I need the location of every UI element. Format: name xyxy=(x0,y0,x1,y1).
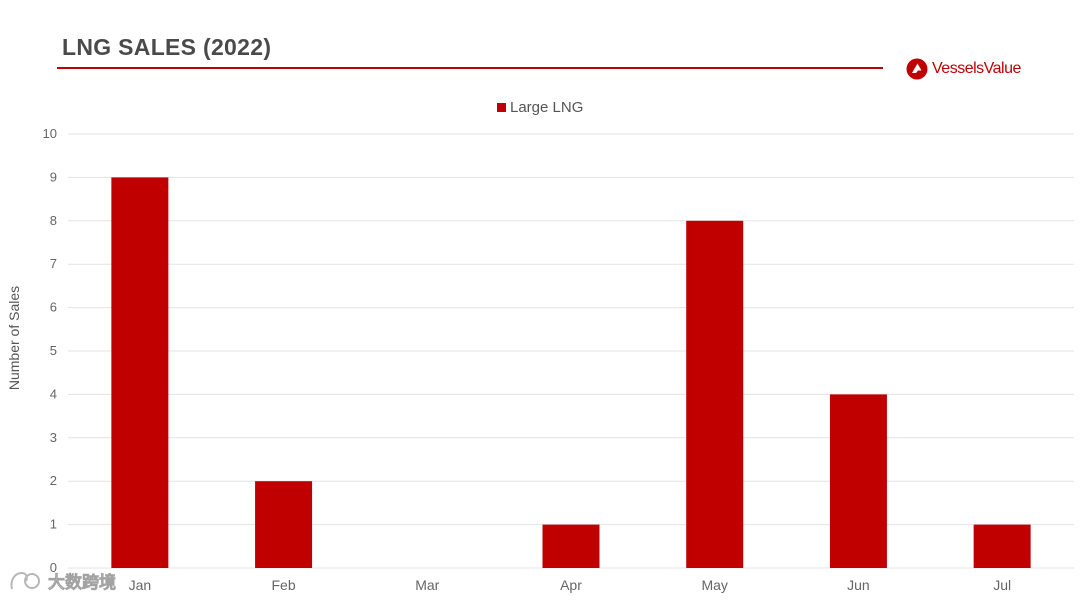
title-divider xyxy=(57,67,883,69)
gridlines xyxy=(68,133,1074,569)
y-tick-label: 1 xyxy=(50,517,57,532)
bar-feb xyxy=(255,481,313,568)
bar-jul xyxy=(973,524,1031,568)
x-tick-label: Jun xyxy=(847,577,870,593)
bar-may xyxy=(686,220,744,569)
y-tick-label: 0 xyxy=(50,560,57,575)
y-tick-label: 8 xyxy=(50,213,57,228)
legend-label: Large LNG xyxy=(510,99,584,116)
vesselsvalue-logo-icon xyxy=(906,58,928,80)
watermark-logo-icon xyxy=(10,571,40,589)
x-tick-label: Apr xyxy=(560,577,582,593)
x-tick-label: Jan xyxy=(129,577,152,593)
watermark-text: 大数跨境 xyxy=(48,573,117,594)
y-tick-label: 2 xyxy=(50,473,57,488)
x-axis-ticks: Jan Feb Mar Apr May Jun Jul xyxy=(129,577,1012,593)
x-tick-label: Jul xyxy=(993,577,1011,593)
y-tick-label: 9 xyxy=(50,169,57,184)
y-tick-label: 5 xyxy=(50,343,57,358)
x-tick-label: Feb xyxy=(272,577,296,593)
bar-jun xyxy=(829,394,887,568)
bar-apr xyxy=(542,524,600,568)
chart-legend: Large LNG xyxy=(497,99,583,116)
y-tick-label: 4 xyxy=(50,386,57,401)
brand-name: VesselsValue xyxy=(932,60,1021,77)
y-axis-label: Number of Sales xyxy=(6,286,22,390)
legend-swatch xyxy=(497,103,506,112)
watermark: 大数跨境 xyxy=(8,568,116,593)
y-axis-ticks: 0 1 2 3 4 5 6 7 8 9 10 xyxy=(43,126,57,575)
x-tick-label: Mar xyxy=(415,577,439,593)
chart-title: LNG SALES (2022) xyxy=(62,34,272,60)
y-tick-label: 7 xyxy=(50,256,57,271)
bar-jan xyxy=(111,177,169,568)
brand-logo: VesselsValue xyxy=(906,57,1021,81)
bars xyxy=(111,177,1031,569)
y-tick-label: 3 xyxy=(50,430,57,445)
y-tick-label: 10 xyxy=(43,126,57,141)
x-tick-label: May xyxy=(701,577,727,593)
y-tick-label: 6 xyxy=(50,300,57,315)
